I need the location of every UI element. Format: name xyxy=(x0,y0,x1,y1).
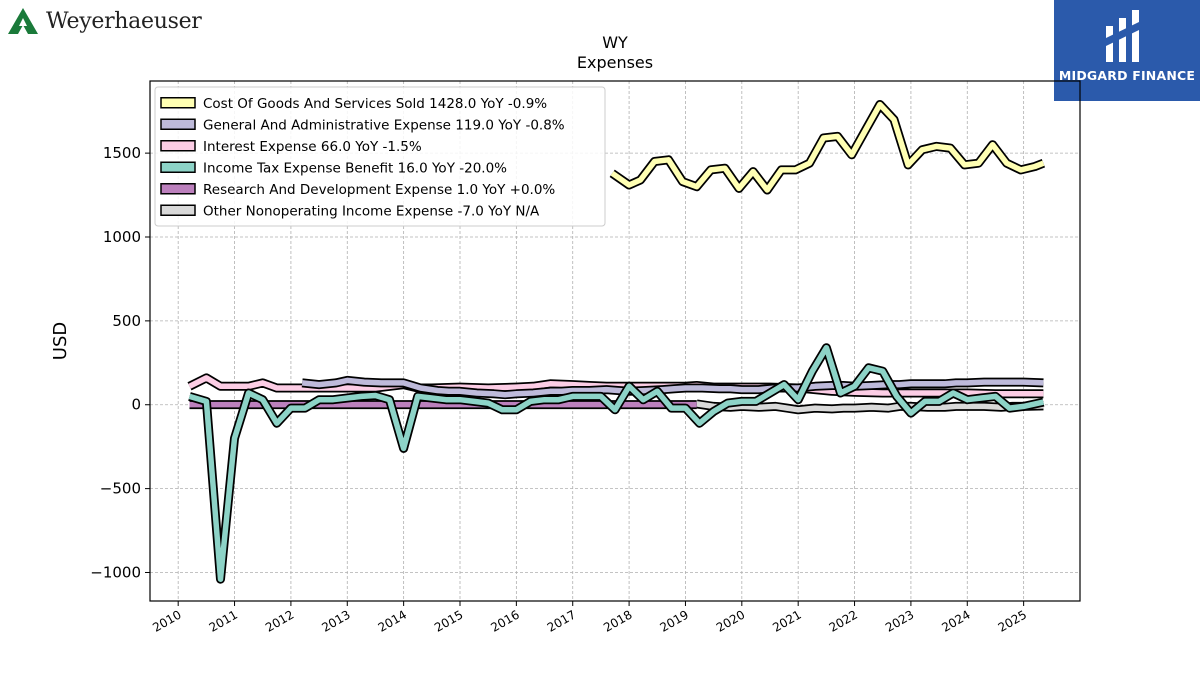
y-axis-ticks: −1000 −500 0 500 1000 1500 xyxy=(90,144,150,581)
legend-entry: Research And Development Expense 1.0 YoY… xyxy=(203,182,555,198)
legend-entry: Interest Expense 66.0 YoY -1.5% xyxy=(203,139,422,155)
x-tick-label: 2024 xyxy=(939,607,972,634)
series-line-cost-of-goods-and-services-sold xyxy=(610,101,1045,193)
x-tick-label: 2017 xyxy=(545,607,578,634)
series-line-general-and-administrative-expense xyxy=(301,377,1044,398)
x-tick-label: 2011 xyxy=(207,607,240,634)
y-tick-label: 0 xyxy=(131,396,141,414)
series-lines xyxy=(187,100,1046,584)
series-line-interest-expense xyxy=(188,375,1044,397)
legend-entry: Cost Of Goods And Services Sold 1428.0 Y… xyxy=(203,96,547,112)
series-line-other-nonoperating-income-expense xyxy=(696,401,1044,413)
y-tick-label: 500 xyxy=(112,312,141,330)
legend-swatch xyxy=(160,140,196,152)
series-line-income-tax-expense-benefit xyxy=(188,344,1044,582)
legend-swatch xyxy=(160,97,196,109)
legend-swatch xyxy=(160,204,196,216)
x-tick-label: 2019 xyxy=(658,607,691,634)
y-tick-label: 1000 xyxy=(103,228,141,246)
x-tick-label: 2010 xyxy=(150,607,183,634)
x-tick-label: 2025 xyxy=(996,607,1029,634)
legend-swatch xyxy=(160,161,196,173)
x-tick-label: 2012 xyxy=(263,607,296,634)
legend-swatch xyxy=(160,118,196,130)
x-axis-ticks: 2010 2011 2012 2013 2014 2015 2016 2017 2018 2019… xyxy=(150,601,1029,635)
legend-swatch xyxy=(160,183,196,195)
legend-box xyxy=(154,86,606,227)
chart-title: WY xyxy=(602,33,628,52)
x-tick-label: 2014 xyxy=(376,607,409,634)
x-tick-label: 2018 xyxy=(601,607,634,634)
plot-frame xyxy=(149,80,1081,602)
midgard-finance-wordmark: MIDGARD FINANCE xyxy=(1058,68,1196,83)
x-tick-label: 2023 xyxy=(883,607,916,634)
legend-entry: Income Tax Expense Benefit 16.0 YoY -20.… xyxy=(203,160,507,176)
weyerhaeuser-logo: Weyerhaeuser xyxy=(6,6,202,36)
weyerhaeuser-tree-icon xyxy=(8,8,38,34)
legend: Cost Of Goods And Services Sold 1428.0 Y… xyxy=(154,86,606,227)
x-tick-label: 2016 xyxy=(488,607,521,634)
midgard-finance-mark-icon xyxy=(1106,10,1139,62)
legend-entry: Other Nonoperating Income Expense -7.0 Y… xyxy=(203,203,540,219)
x-tick-label: 2022 xyxy=(827,607,860,634)
y-axis-label: USD xyxy=(50,322,71,360)
x-tick-label: 2013 xyxy=(319,607,352,634)
x-tick-label: 2020 xyxy=(714,607,747,634)
chart-subtitle: Expenses xyxy=(577,53,653,72)
y-tick-label: −1000 xyxy=(90,563,141,581)
weyerhaeuser-wordmark: Weyerhaeuser xyxy=(46,8,202,34)
x-tick-label: 2015 xyxy=(432,607,465,634)
legend-entry: General And Administrative Expense 119.0… xyxy=(203,117,565,133)
y-tick-label: 1500 xyxy=(103,144,141,162)
y-tick-label: −500 xyxy=(100,480,141,498)
x-tick-label: 2021 xyxy=(770,607,803,634)
midgard-finance-logo: MIDGARD FINANCE xyxy=(1054,0,1200,101)
